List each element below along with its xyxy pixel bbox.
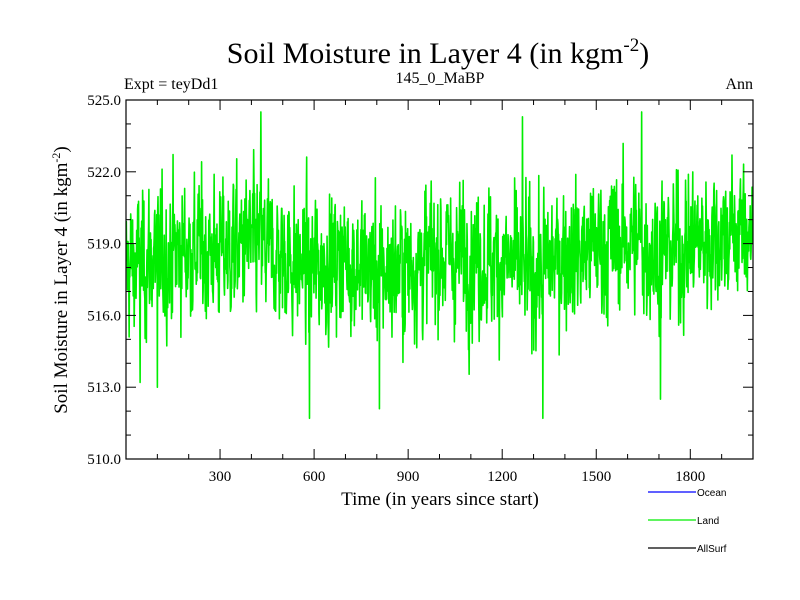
y-tick-label: 510.0 bbox=[87, 452, 121, 468]
x-tick-label: 1800 bbox=[675, 469, 705, 485]
x-tick-label: 1500 bbox=[581, 469, 611, 485]
legend-label-ocean: Ocean bbox=[697, 488, 726, 499]
legend: Ocean Land AllSurf bbox=[648, 488, 727, 555]
y-tick-label: 516.0 bbox=[87, 308, 121, 324]
period-label: 145_0_MaBP bbox=[396, 70, 485, 87]
experiment-label: Expt = teyDd1 bbox=[124, 76, 218, 93]
axis-ticks: 300 600 900 1200 1500 1800 510.0 513.0 516.0 519.… bbox=[87, 93, 753, 485]
series-line-land bbox=[126, 111, 753, 420]
y-tick-label: 522.0 bbox=[87, 165, 121, 181]
x-tick-label: 600 bbox=[303, 469, 326, 485]
y-tick-label: 513.0 bbox=[87, 380, 121, 396]
x-tick-label: 900 bbox=[397, 469, 420, 485]
x-tick-label: 1200 bbox=[487, 469, 517, 485]
y-tick-label: 519.0 bbox=[87, 237, 121, 253]
legend-label-land: Land bbox=[697, 516, 719, 527]
season-label: Ann bbox=[725, 76, 753, 93]
x-tick-label: 300 bbox=[209, 469, 232, 485]
y-axis-label: Soil Moisture in Layer 4 (in kgm-2) bbox=[49, 146, 72, 414]
legend-label-allsurf: AllSurf bbox=[697, 544, 727, 555]
chart-title: Soil Moisture in Layer 4 (in kgm-2) bbox=[227, 35, 649, 70]
x-axis-label: Time (in years since start) bbox=[341, 489, 539, 510]
y-tick-label: 525.0 bbox=[87, 93, 121, 109]
